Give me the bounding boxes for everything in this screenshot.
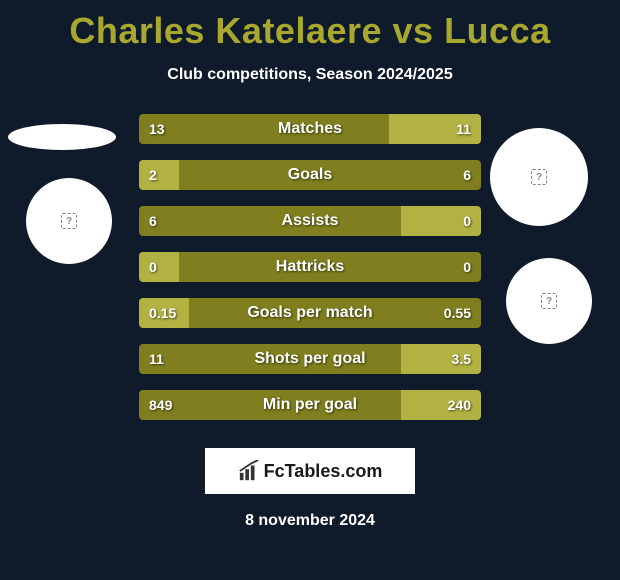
stat-label: Assists: [282, 212, 339, 230]
brand-badge: FcTables.com: [205, 448, 415, 494]
value-right: 240: [448, 397, 471, 413]
stat-row: 11 3.5 Shots per goal: [139, 344, 481, 374]
value-right: 0.55: [444, 305, 471, 321]
stat-label: Shots per goal: [254, 350, 365, 368]
value-right: 6: [463, 167, 471, 183]
value-right: 11: [456, 121, 471, 137]
value-right: 0: [463, 213, 471, 229]
stat-row: 13 11 Matches: [139, 114, 481, 144]
value-left: 13: [149, 121, 165, 137]
image-placeholder-icon: ?: [61, 213, 77, 229]
value-left: 0: [149, 259, 157, 275]
bar-left: [139, 114, 389, 144]
value-left: 849: [149, 397, 172, 413]
player-avatar-right-top: ?: [490, 128, 588, 226]
player-avatar-left-top: [8, 124, 116, 150]
bar-left: [139, 206, 401, 236]
stat-label: Goals per match: [247, 304, 372, 322]
stat-label: Hattricks: [276, 258, 344, 276]
value-left: 0.15: [149, 305, 176, 321]
brand-text: FcTables.com: [264, 461, 383, 482]
stat-row: 2 6 Goals: [139, 160, 481, 190]
subtitle: Club competitions, Season 2024/2025: [0, 66, 620, 84]
value-right: 0: [463, 259, 471, 275]
bar-left: [139, 252, 179, 282]
stat-row: 0 0 Hattricks: [139, 252, 481, 282]
stat-row: 0.15 0.55 Goals per match: [139, 298, 481, 328]
value-left: 2: [149, 167, 157, 183]
date-label: 8 november 2024: [0, 512, 620, 530]
player-avatar-left-bottom: ?: [26, 178, 112, 264]
image-placeholder-icon: ?: [541, 293, 557, 309]
page-title: Charles Katelaere vs Lucca: [0, 0, 620, 52]
comparison-chart: 13 11 Matches 2 6 Goals 6 0 Assists 0 0 Hattricks 0.…: [139, 114, 481, 420]
stat-label: Goals: [288, 166, 332, 184]
bar-left: [139, 160, 179, 190]
value-right: 3.5: [452, 351, 471, 367]
stat-label: Min per goal: [263, 396, 357, 414]
stat-row: 6 0 Assists: [139, 206, 481, 236]
stat-label: Matches: [278, 120, 342, 138]
value-left: 11: [149, 351, 164, 367]
image-placeholder-icon: ?: [531, 169, 547, 185]
stat-row: 849 240 Min per goal: [139, 390, 481, 420]
player-avatar-right-bottom: ?: [506, 258, 592, 344]
chart-icon: [238, 460, 260, 482]
value-left: 6: [149, 213, 157, 229]
